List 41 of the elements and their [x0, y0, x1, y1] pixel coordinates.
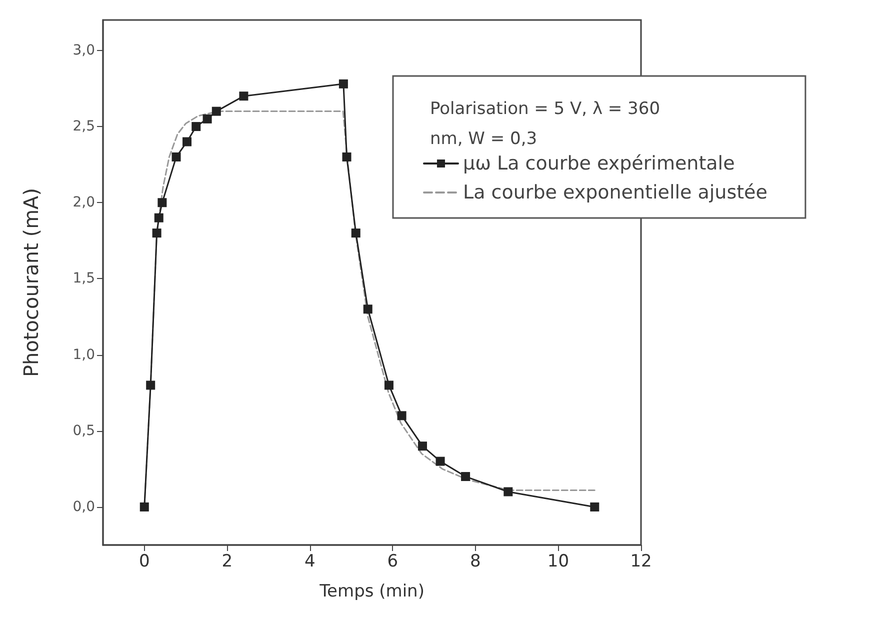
point: [154, 213, 164, 222]
point: [152, 228, 162, 238]
point: [461, 472, 470, 482]
legend-title: Polarisation = 5 V, λ = 360 nm, W = 0,3: [430, 99, 666, 149]
x-axis-title: Temps (min): [318, 582, 424, 602]
point: [418, 442, 427, 451]
x-tick-label: 2: [222, 552, 233, 572]
y-tick-label: 2,5: [72, 118, 95, 135]
point: [363, 304, 372, 314]
y-tick-label: 3,0: [72, 42, 95, 58]
point: [140, 502, 149, 512]
point: [202, 114, 212, 124]
y-tick-label: 2,0: [72, 194, 95, 211]
point: [436, 456, 445, 466]
x-tick-label: 10: [547, 552, 570, 572]
point: [590, 502, 600, 512]
point: [146, 380, 156, 390]
point: [342, 152, 352, 162]
y-axis-title: Photocourant (mA): [19, 188, 43, 378]
x-tick-label: 4: [304, 552, 316, 572]
point: [182, 137, 192, 146]
point: [192, 122, 201, 132]
point: [172, 152, 181, 162]
y-tick-label: 0,5: [72, 422, 95, 439]
point: [504, 487, 513, 496]
legend-label: μω La courbe expérimentale: [463, 152, 735, 174]
point: [158, 198, 167, 208]
x-tick-label: 6: [387, 552, 398, 572]
legend-label: La courbe exponentielle ajustée: [463, 182, 768, 204]
point: [239, 92, 248, 101]
point: [212, 106, 221, 116]
point: [338, 79, 348, 88]
point: [397, 411, 406, 420]
x-tick-label: 12: [630, 552, 652, 572]
point: [351, 228, 360, 238]
point: [384, 380, 394, 390]
y-tick-label: 1,5: [72, 270, 95, 287]
x-tick-label: 8: [470, 552, 481, 572]
x-tick-label: 0: [138, 552, 150, 572]
y-tick-label: 1,0: [72, 346, 95, 363]
y-tick-label: 0,0: [72, 498, 95, 515]
